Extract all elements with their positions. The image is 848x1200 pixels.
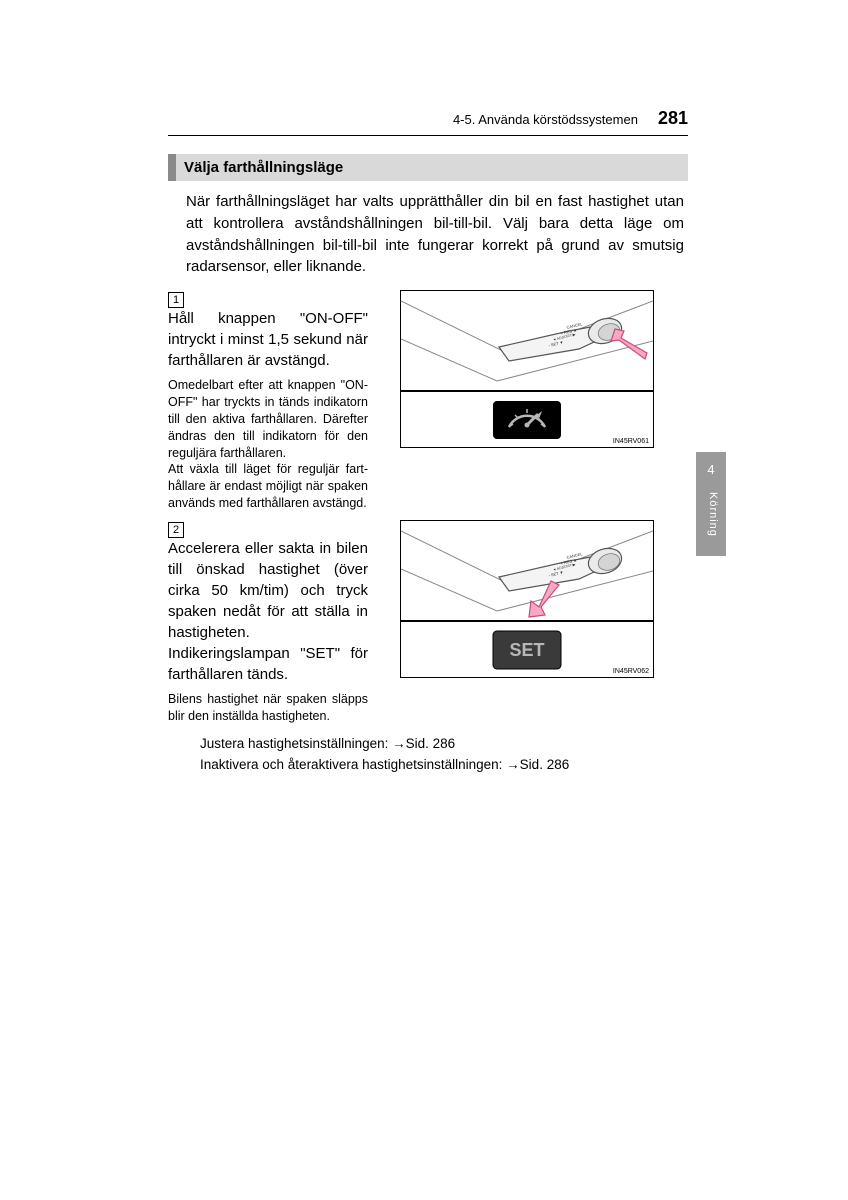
tab-label: Körning [707,492,719,537]
set-indicator-label: SET [509,640,544,660]
step-1: 1 Håll knappen "ON-OFF" intryckt i minst… [168,290,688,512]
section-tab: 4 Körning [696,452,726,556]
lever-illustration: CANCEL + RES ▲ ◄ ADJ/DIST/▶ - SET ▼ SET [401,521,653,677]
tab-number: 4 [696,452,726,477]
header-section: 4-5. Använda körstödssystemen [453,112,638,127]
step-body: Accelerera eller sakta in bilen till öns… [168,538,368,725]
lever-illustration: CANCEL + RES ▲ ◄ ADJ/DIST/▶ - SET ▼ [401,291,653,447]
step-2: 2 Accelerera eller sakta in bilen till ö… [168,520,688,725]
step-number: 1 [168,292,184,308]
cross-references: Justera hastighetsinställningen: →Sid. 2… [168,733,688,776]
figure-2: CANCEL + RES ▲ ◄ ADJ/DIST/▶ - SET ▼ SET … [400,520,654,678]
step-1-text: 1 Håll knappen "ON-OFF" intryckt i minst… [168,290,400,512]
page-content: 4-5. Använda körstödssystemen 281 Välja … [168,108,688,776]
section-heading: Välja farthållningsläge [168,154,688,181]
header-rule [168,135,688,136]
step-body: Håll knappen "ON-OFF" intryckt i minst 1… [168,308,368,512]
figure-code: IN45RV062 [613,668,649,675]
step-number: 2 [168,522,184,538]
figure-1: CANCEL + RES ▲ ◄ ADJ/DIST/▶ - SET ▼ [400,290,654,448]
ref-line: Justera hastighetsinställningen: →Sid. 2… [200,733,688,755]
page-number: 281 [658,108,688,129]
step-note: Omedelbart efter att knappen "ON-OFF" ha… [168,377,368,512]
step-note: Bilens hastighet när spaken släpps blir … [168,691,368,725]
step-2-text: 2 Accelerera eller sakta in bilen till ö… [168,520,400,725]
step-body-text: Accelerera eller sakta in bilen till öns… [168,540,368,683]
ref-line: Inaktivera och återaktivera hastighetsin… [200,754,688,776]
step-body-text: Håll knappen "ON-OFF" intryckt i minst 1… [168,310,368,369]
figure-code: IN45RV061 [613,438,649,445]
intro-paragraph: När farthållningsläget har valts upprätt… [168,191,688,290]
page-header: 4-5. Använda körstödssystemen 281 [168,108,688,135]
